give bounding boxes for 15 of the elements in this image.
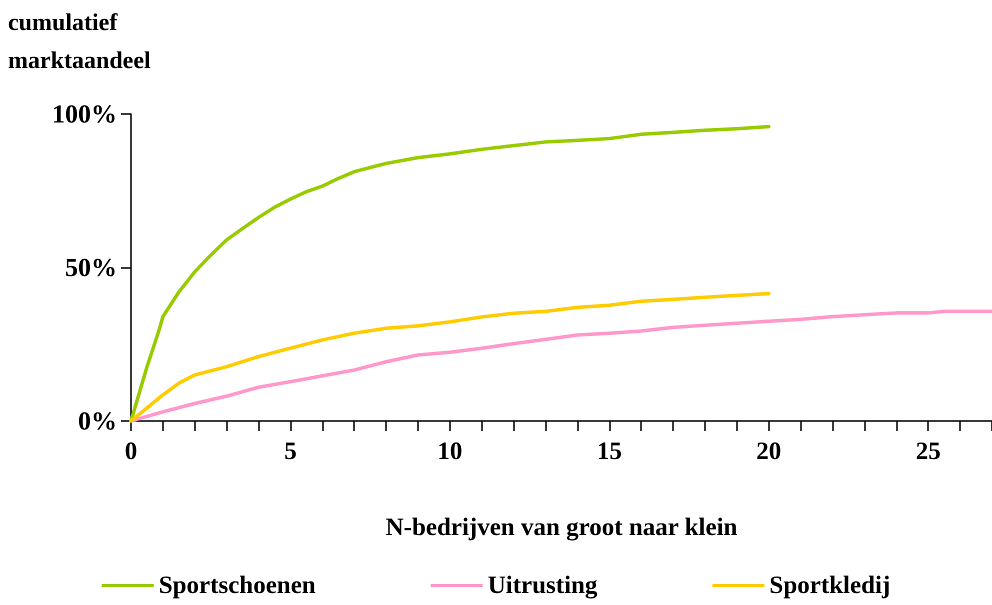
y-axis-title: cumulatief marktaandeel — [8, 10, 151, 74]
y-tick-label: 0% — [78, 406, 117, 436]
legend-label: Sportschoenen — [158, 572, 316, 599]
x-axis-title: N-bedrijven van groot naar klein — [386, 514, 738, 541]
line-series — [129, 292, 771, 423]
legend-label: Uitrusting — [488, 572, 598, 599]
x-tick-label: 20 — [756, 438, 782, 465]
x-tick-label: 25 — [916, 438, 941, 465]
x-tick-label: 10 — [437, 438, 462, 465]
legend-label: Sportkledij — [769, 572, 890, 599]
x-tick-label: 15 — [596, 438, 622, 465]
x-tick-label: 5 — [284, 438, 297, 465]
x-tick-label: 0 — [124, 438, 138, 465]
y-tick-label: 100% — [52, 100, 117, 128]
y-tick-label: 50% — [65, 253, 117, 282]
